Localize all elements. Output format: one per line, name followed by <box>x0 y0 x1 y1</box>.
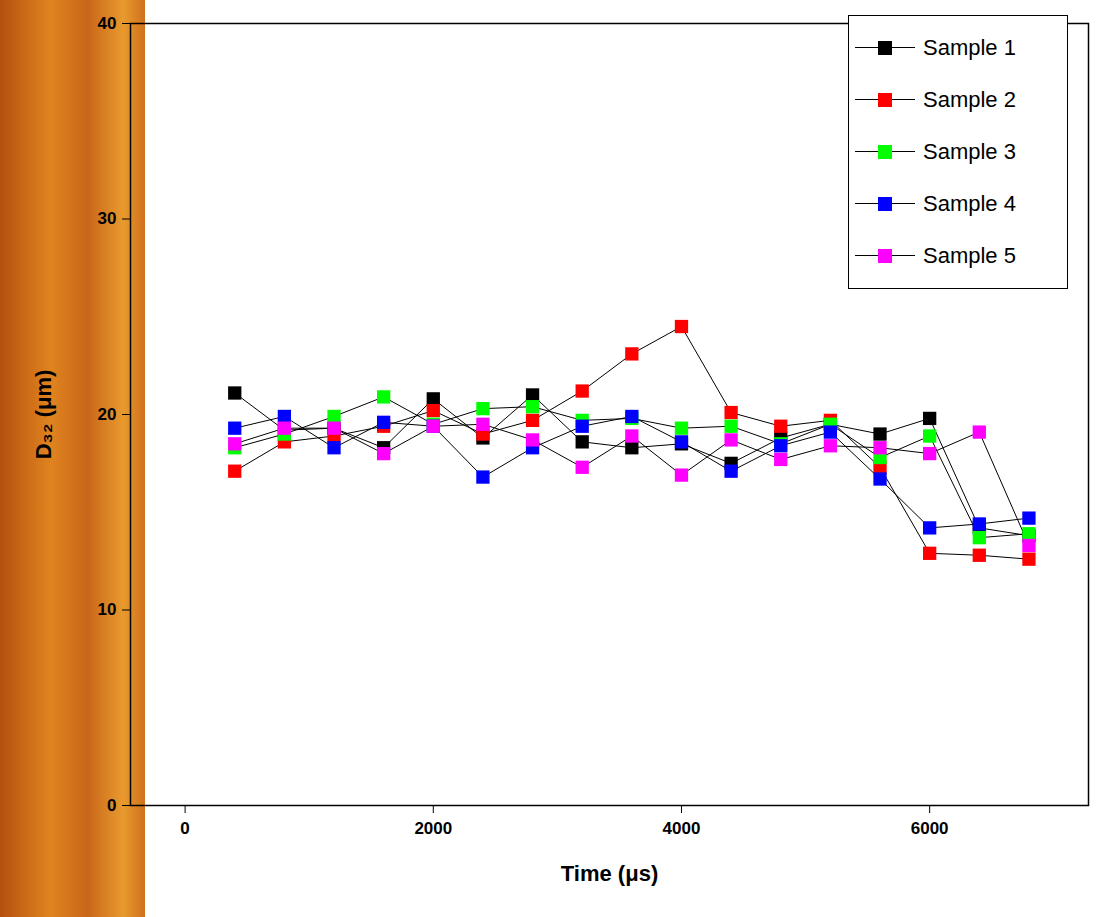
svg-text:6000: 6000 <box>911 819 949 838</box>
html-text:Sample 2: Sample 2 <box>923 87 1016 112</box>
html-text:Sample 4: Sample 4 <box>923 191 1016 216</box>
svg-text:2000: 2000 <box>414 819 452 838</box>
svg-text:Time (μs): Time (μs) <box>561 861 658 886</box>
svg-text:20: 20 <box>98 405 117 424</box>
html-text:Sample 3: Sample 3 <box>923 139 1016 164</box>
html-text:Sample 5: Sample 5 <box>923 243 1016 268</box>
html-text:Sample 1: Sample 1 <box>923 35 1016 60</box>
svg-text:30: 30 <box>98 209 117 228</box>
svg-text:0: 0 <box>107 796 116 815</box>
svg-text:0: 0 <box>180 819 189 838</box>
svg-text:40: 40 <box>98 14 117 33</box>
svg-text:4000: 4000 <box>663 819 701 838</box>
svg-text:10: 10 <box>98 600 117 619</box>
svg-text:D₃₂ (μm): D₃₂ (μm) <box>31 370 56 460</box>
